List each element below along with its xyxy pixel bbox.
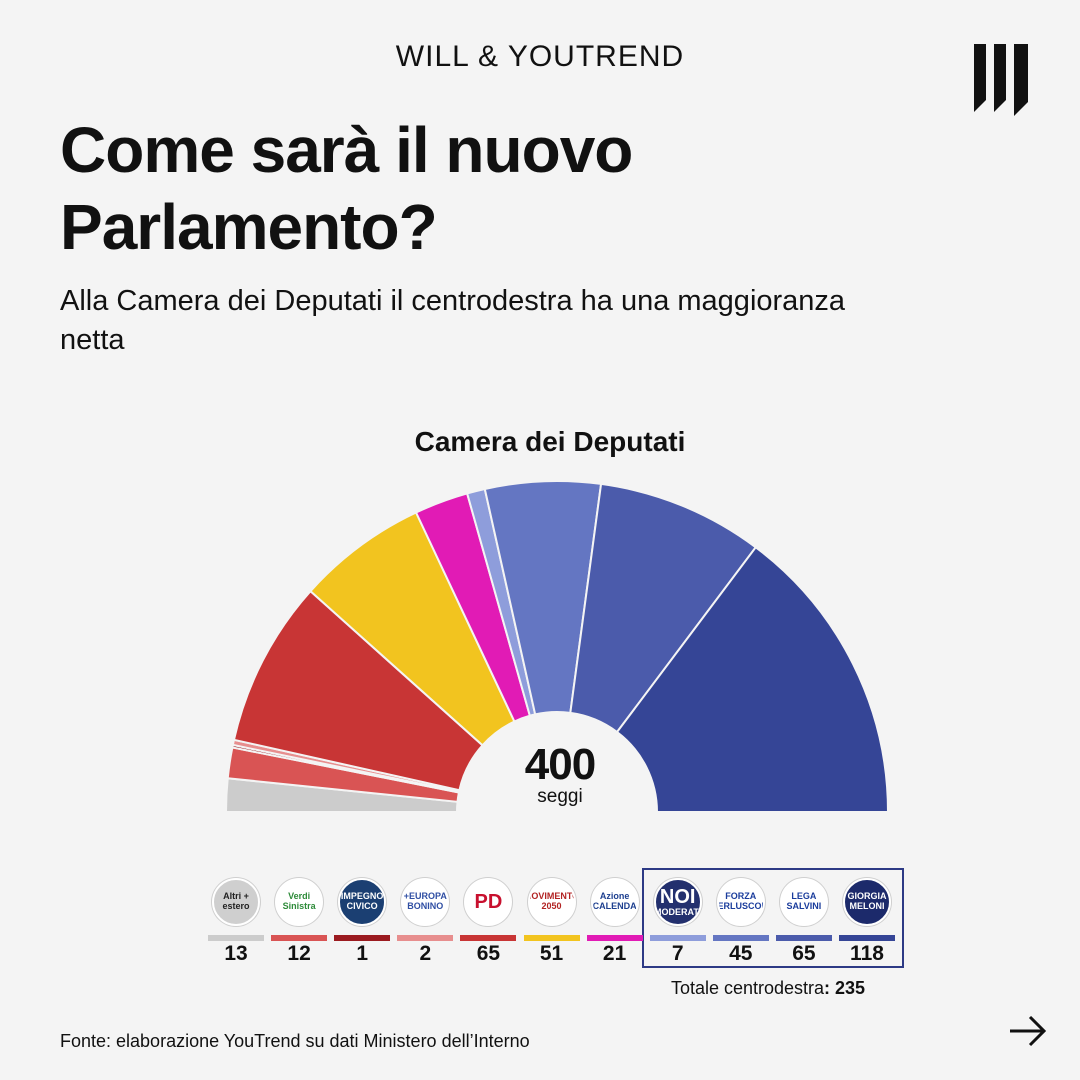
arrow-right-icon[interactable] xyxy=(1008,1014,1048,1048)
coalition-box xyxy=(642,868,904,968)
source-note: Fonte: elaborazione YouTrend su dati Min… xyxy=(60,1031,530,1052)
total-seats: 400 xyxy=(480,740,640,790)
coalition-total-value: : 235 xyxy=(824,978,865,998)
coalition-total-label: Totale centrodestra xyxy=(671,978,824,998)
coalition-total: Totale centrodestra: 235 xyxy=(600,978,936,999)
total-seats-label: seggi xyxy=(480,786,640,808)
